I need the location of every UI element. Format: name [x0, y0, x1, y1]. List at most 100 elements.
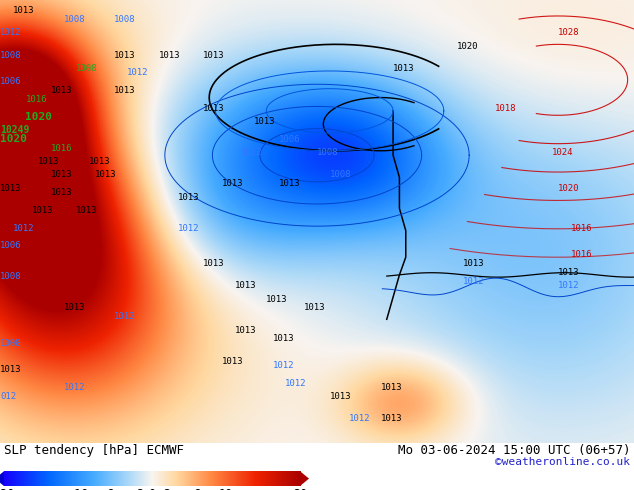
Bar: [181, 471, 182, 486]
Bar: [223, 471, 224, 486]
Bar: [158, 471, 160, 486]
Bar: [101, 471, 102, 486]
Text: 1020: 1020: [0, 134, 27, 144]
Bar: [257, 471, 259, 486]
Text: Mo 03-06-2024 15:00 UTC (06+57): Mo 03-06-2024 15:00 UTC (06+57): [398, 444, 630, 458]
Bar: [93, 471, 94, 486]
Bar: [30, 471, 31, 486]
Bar: [110, 471, 112, 486]
Bar: [193, 471, 194, 486]
Bar: [138, 471, 139, 486]
Bar: [277, 471, 278, 486]
Bar: [15, 471, 16, 486]
Bar: [222, 471, 223, 486]
Bar: [254, 471, 255, 486]
Bar: [18, 471, 19, 486]
Bar: [58, 471, 60, 486]
Bar: [83, 471, 84, 486]
Bar: [42, 471, 43, 486]
Bar: [233, 471, 234, 486]
Bar: [166, 471, 167, 486]
Bar: [84, 471, 86, 486]
Bar: [23, 471, 25, 486]
Bar: [143, 471, 144, 486]
Bar: [27, 471, 28, 486]
Bar: [274, 471, 275, 486]
Text: 1013: 1013: [463, 259, 484, 268]
Bar: [86, 471, 87, 486]
Bar: [17, 471, 18, 486]
Bar: [6, 471, 7, 486]
Text: 1013: 1013: [203, 259, 224, 268]
Bar: [191, 471, 193, 486]
Bar: [171, 471, 172, 486]
Bar: [133, 471, 134, 486]
Bar: [240, 471, 241, 486]
Bar: [177, 471, 178, 486]
Text: 1013: 1013: [114, 50, 136, 60]
Bar: [147, 471, 148, 486]
Bar: [30, 471, 32, 486]
Bar: [34, 471, 35, 486]
Text: 1013: 1013: [51, 188, 72, 197]
Bar: [258, 471, 259, 486]
Bar: [172, 471, 174, 486]
Bar: [88, 471, 89, 486]
Bar: [163, 471, 164, 486]
Bar: [105, 471, 106, 486]
Text: 1013: 1013: [273, 335, 294, 343]
Text: 1013: 1013: [222, 179, 243, 188]
Bar: [10, 471, 11, 486]
Bar: [124, 471, 126, 486]
Bar: [244, 471, 245, 486]
Bar: [155, 471, 156, 486]
Bar: [253, 471, 254, 486]
Text: 6: 6: [193, 488, 200, 490]
Bar: [245, 471, 247, 486]
Bar: [24, 471, 25, 486]
Bar: [145, 471, 146, 486]
Bar: [58, 471, 59, 486]
Bar: [18, 471, 20, 486]
Bar: [109, 471, 110, 486]
Bar: [57, 471, 58, 486]
Bar: [156, 471, 157, 486]
Bar: [22, 471, 23, 486]
Bar: [210, 471, 211, 486]
Text: 1013: 1013: [279, 179, 301, 188]
Text: 1013: 1013: [32, 206, 53, 215]
Bar: [194, 471, 195, 486]
Bar: [257, 471, 258, 486]
Bar: [238, 471, 240, 486]
Bar: [202, 471, 203, 486]
Bar: [49, 471, 50, 486]
Bar: [4, 471, 6, 486]
Bar: [240, 471, 241, 486]
Text: 1013: 1013: [38, 157, 60, 166]
Bar: [300, 471, 301, 486]
Text: 1018: 1018: [495, 104, 516, 113]
Text: -2: -2: [130, 488, 145, 490]
Bar: [241, 471, 242, 486]
Bar: [297, 471, 298, 486]
Bar: [72, 471, 73, 486]
Bar: [78, 471, 79, 486]
Bar: [245, 471, 246, 486]
Bar: [250, 471, 251, 486]
Bar: [280, 471, 281, 486]
Bar: [150, 471, 151, 486]
Bar: [136, 471, 137, 486]
Bar: [237, 471, 238, 486]
Bar: [298, 471, 299, 486]
Bar: [227, 471, 228, 486]
Text: 1020: 1020: [456, 42, 478, 51]
Bar: [82, 471, 83, 486]
Bar: [261, 471, 262, 486]
Bar: [179, 471, 180, 486]
Bar: [142, 471, 143, 486]
Bar: [113, 471, 114, 486]
Bar: [72, 471, 74, 486]
Bar: [209, 471, 210, 486]
Bar: [214, 471, 215, 486]
Text: 1012: 1012: [349, 414, 370, 423]
